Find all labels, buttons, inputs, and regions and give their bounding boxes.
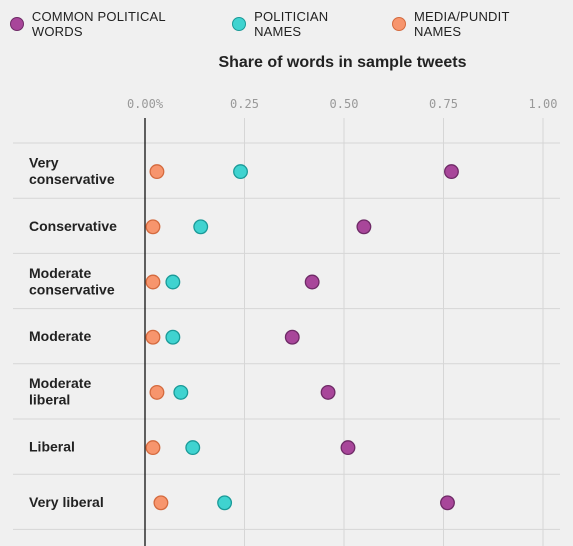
row-label: Moderate	[29, 328, 91, 344]
data-point-politician	[217, 495, 233, 511]
data-point-political	[284, 329, 300, 345]
data-point-political	[356, 219, 372, 235]
axis-layer: 0.00% 0.25 0.50 0.75 1.00	[127, 97, 558, 546]
legend-item-political-words: COMMON POLITICAL WORDS	[10, 9, 218, 39]
data-point-media	[145, 274, 161, 290]
data-point-media	[145, 440, 161, 456]
data-point-politician	[185, 440, 201, 456]
data-point-politician	[233, 164, 248, 180]
legend-swatch-media-names	[392, 17, 407, 31]
row-label-line: conservative	[29, 281, 115, 297]
legend-swatch-political-words	[10, 17, 24, 31]
data-point-political	[340, 440, 356, 456]
row-label-line: Moderate	[29, 265, 91, 281]
chart-legend: COMMON POLITICAL WORDS POLITICIAN NAMES …	[10, 9, 573, 39]
legend-item-media-names: MEDIA/PUNDIT NAMES	[392, 9, 559, 39]
data-point-media	[145, 329, 161, 345]
data-point-political	[444, 164, 459, 180]
grid-layer	[13, 118, 560, 546]
data-point-media	[149, 164, 165, 180]
row-label-line: Moderate	[29, 375, 91, 391]
legend-swatch-politician-names	[232, 17, 247, 31]
data-point-politician	[165, 274, 181, 290]
x-tick-label: 0.50	[330, 97, 359, 111]
row-label: Liberal	[29, 439, 75, 455]
row-label-line: Very	[29, 154, 59, 170]
row-label-line: Liberal	[29, 439, 75, 455]
row-label: Moderate conservative	[29, 265, 115, 298]
row-label: Very conservative	[29, 154, 115, 187]
data-point-politician	[193, 219, 209, 235]
legend-item-politician-names: POLITICIAN NAMES	[232, 9, 378, 39]
row-label-line: Conservative	[29, 218, 117, 234]
data-point-politician	[173, 384, 189, 400]
data-point-media	[149, 384, 165, 400]
x-tick-label: 0.00%	[127, 97, 164, 111]
x-tick-label: 1.00	[529, 97, 558, 111]
data-point-political	[440, 495, 455, 511]
data-point-media	[145, 219, 161, 235]
legend-label-political-words: COMMON POLITICAL WORDS	[31, 9, 166, 39]
data-point-media	[153, 495, 169, 511]
data-point-political	[320, 384, 336, 400]
row-label: Moderate liberal	[29, 375, 91, 408]
chart-title: Share of words in sample tweets	[218, 54, 467, 71]
row-label-line: liberal	[29, 392, 70, 408]
row-label-line: conservative	[29, 171, 115, 187]
legend-label-politician-names: POLITICIAN NAMES	[254, 9, 329, 39]
row-label: Conservative	[29, 218, 117, 234]
x-tick-label: 0.75	[429, 97, 458, 111]
x-tick-label: 0.25	[230, 97, 259, 111]
legend-label-media-names: MEDIA/PUNDIT NAMES	[414, 9, 510, 39]
data-points	[145, 164, 459, 511]
row-label: Very liberal	[29, 494, 104, 510]
row-label-line: Moderate	[29, 328, 91, 344]
data-point-politician	[165, 329, 181, 345]
data-point-political	[304, 274, 320, 290]
row-label-line: Very liberal	[29, 494, 104, 510]
